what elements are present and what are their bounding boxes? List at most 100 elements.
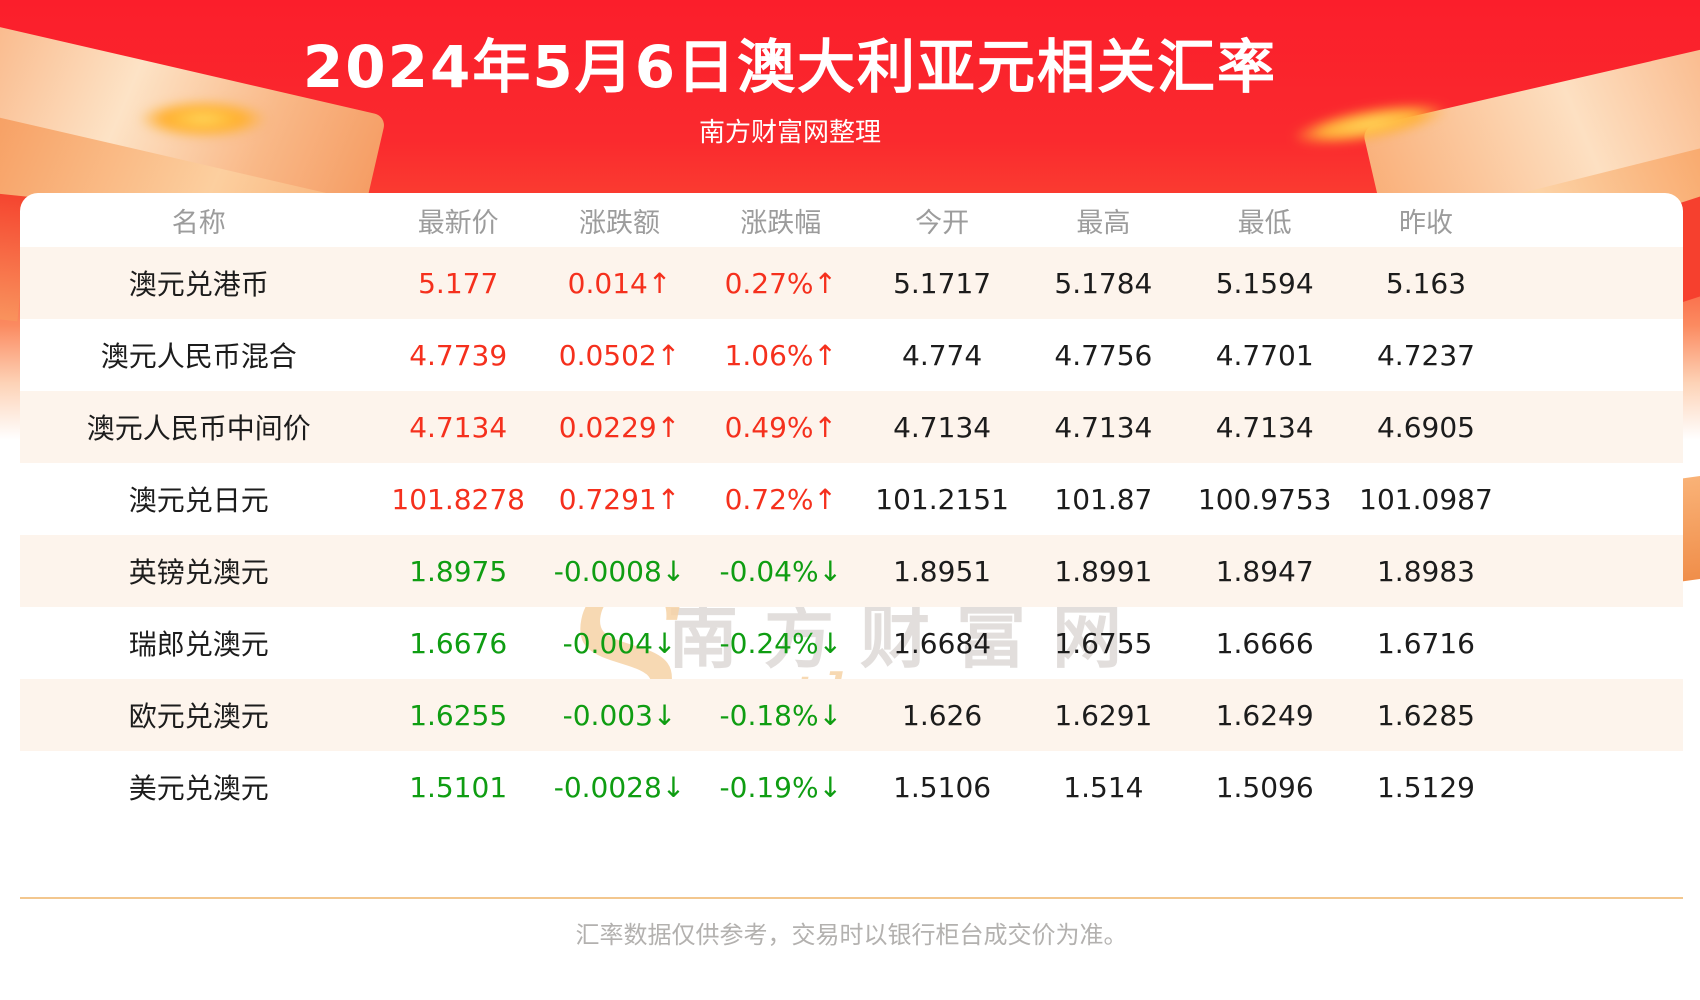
pair-name-cell: 瑞郎兑澳元 xyxy=(128,628,269,661)
value-cell: 0.72%↑ xyxy=(724,482,837,516)
col-header-prev-close: 昨收 xyxy=(1398,207,1453,239)
value-cell: 1.6285 xyxy=(1376,698,1475,732)
table-row: 欧元兑澳元 1.6255 -0.003↓ -0.18%↓ 1.626 1.6291 1.62… xyxy=(20,679,1683,751)
rates-table-body: 澳元兑港币 5.177 0.014↑ 0.27%↑ 5.1717 5.1784 5.1594… xyxy=(20,247,1683,823)
value-cell: 4.7134 xyxy=(893,410,992,444)
value-cell: 4.7756 xyxy=(1054,338,1153,372)
value-cell: 1.6666 xyxy=(1215,626,1314,660)
page-subtitle: 南方财富网整理 xyxy=(698,118,881,148)
value-cell: 1.514 xyxy=(1063,770,1144,804)
value-cell: 4.7739 xyxy=(409,338,508,372)
value-cell: 101.8278 xyxy=(391,482,525,516)
watermark-domain: outhmoney.com xyxy=(691,659,1316,743)
col-header-change-pct: 涨跌幅 xyxy=(740,207,822,239)
value-cell: 4.7134 xyxy=(1054,410,1153,444)
filler-cell xyxy=(1507,463,1683,535)
value-cell: 1.5106 xyxy=(893,770,992,804)
value-cell: 0.0502↑ xyxy=(558,338,681,372)
disclaimer-text: 汇率数据仅供参考，交易时以银行柜台成交价为准。 xyxy=(575,921,1128,949)
value-cell: 101.2151 xyxy=(875,482,1009,516)
page-title: 2024年5月6日澳大利亚元相关汇率 xyxy=(302,33,1278,101)
value-cell: 5.1717 xyxy=(893,266,992,300)
col-header-open: 今开 xyxy=(915,207,970,239)
pair-name-cell: 英镑兑澳元 xyxy=(128,556,269,589)
pair-name-cell: 欧元兑澳元 xyxy=(128,700,269,733)
value-cell: 4.7237 xyxy=(1376,338,1475,372)
value-cell: 0.014↑ xyxy=(567,266,672,300)
value-cell: 5.1784 xyxy=(1054,266,1153,300)
value-cell: -0.24%↓ xyxy=(719,626,843,660)
filler-cell xyxy=(1507,751,1683,823)
value-cell: 0.27%↑ xyxy=(724,266,837,300)
value-cell: 1.6716 xyxy=(1376,626,1475,660)
table-row: 英镑兑澳元 1.8975 -0.0008↓ -0.04%↓ 1.8951 1.8991 1.… xyxy=(20,535,1683,607)
filler-cell xyxy=(1507,607,1683,679)
value-cell: 0.0229↑ xyxy=(558,410,681,444)
value-cell: 4.7701 xyxy=(1215,338,1314,372)
table-row: 澳元人民币中间价 4.7134 0.0229↑ 0.49%↑ 4.7134 4.7134 4… xyxy=(20,391,1683,463)
pair-name-cell: 澳元人民币中间价 xyxy=(86,412,311,445)
value-cell: 1.5101 xyxy=(409,770,508,804)
col-header-high: 最高 xyxy=(1076,207,1131,239)
col-header-filler xyxy=(1507,193,1683,247)
filler-cell xyxy=(1507,319,1683,391)
filler-cell xyxy=(1507,679,1683,751)
pair-name-cell: 美元兑澳元 xyxy=(128,772,269,805)
table-row: 美元兑澳元 1.5101 -0.0028↓ -0.19%↓ 1.5106 1.514 1.5… xyxy=(20,751,1683,823)
value-cell: 1.06%↑ xyxy=(724,338,837,372)
value-cell: 1.8947 xyxy=(1215,554,1314,588)
pair-name-cell: 澳元兑日元 xyxy=(128,484,269,517)
value-cell: 1.5096 xyxy=(1215,770,1314,804)
table-row: 澳元人民币混合 4.7739 0.0502↑ 1.06%↑ 4.774 4.7756 4.7… xyxy=(20,319,1683,391)
value-cell: -0.003↓ xyxy=(562,698,677,732)
value-cell: 4.774 xyxy=(902,338,983,372)
watermark-initial: S xyxy=(558,545,692,772)
value-cell: -0.004↓ xyxy=(562,626,677,660)
value-cell: -0.0028↓ xyxy=(553,770,686,804)
value-cell: 4.7134 xyxy=(1215,410,1314,444)
value-cell: 4.7134 xyxy=(409,410,508,444)
value-cell: 1.6755 xyxy=(1054,626,1153,660)
table-header-row: 名称 最新价 涨跌额 涨跌幅 今开 最高 最低 昨收 xyxy=(20,193,1683,247)
value-cell: -0.0008↓ xyxy=(553,554,686,588)
value-cell: 1.8975 xyxy=(409,554,508,588)
footer-divider xyxy=(20,897,1683,899)
pair-name-cell: 澳元人民币混合 xyxy=(100,340,297,373)
table-row: 瑞郎兑澳元 1.6676 -0.004↓ -0.24%↓ 1.6684 1.6755 1.6… xyxy=(20,607,1683,679)
value-cell: -0.04%↓ xyxy=(719,554,843,588)
filler-cell xyxy=(1507,247,1683,319)
value-cell: 4.6905 xyxy=(1376,410,1475,444)
value-cell: 1.6684 xyxy=(893,626,992,660)
value-cell: 5.1594 xyxy=(1215,266,1314,300)
value-cell: -0.19%↓ xyxy=(719,770,843,804)
value-cell: -0.18%↓ xyxy=(719,698,843,732)
filler-cell xyxy=(1507,535,1683,607)
value-cell: 1.6255 xyxy=(409,698,508,732)
decoration-gold-glow-left xyxy=(138,100,268,138)
value-cell: 1.8983 xyxy=(1376,554,1475,588)
value-cell: 101.0987 xyxy=(1359,482,1493,516)
col-header-latest: 最新价 xyxy=(417,207,499,239)
col-header-name: 名称 xyxy=(171,207,226,239)
value-cell: 5.163 xyxy=(1385,266,1467,300)
pair-name-cell: 澳元兑港币 xyxy=(128,268,269,301)
value-cell: 1.8951 xyxy=(893,554,992,588)
table-row: 澳元兑日元 101.8278 0.7291↑ 0.72%↑ 101.2151 101.87… xyxy=(20,463,1683,535)
value-cell: 100.9753 xyxy=(1197,482,1332,516)
value-cell: 1.6249 xyxy=(1215,698,1314,732)
value-cell: 0.7291↑ xyxy=(558,482,681,516)
value-cell: 0.49%↑ xyxy=(724,410,837,444)
value-cell: 1.6676 xyxy=(409,626,508,660)
watermark-site-name: 南方财富网 xyxy=(668,596,1148,678)
value-cell: 1.6291 xyxy=(1054,698,1153,732)
value-cell: 1.626 xyxy=(902,698,983,732)
value-cell: 1.8991 xyxy=(1054,554,1153,588)
col-header-change: 涨跌额 xyxy=(578,207,660,239)
value-cell: 101.87 xyxy=(1054,482,1153,516)
table-row: 澳元兑港币 5.177 0.014↑ 0.27%↑ 5.1717 5.1784 5.1594… xyxy=(20,247,1683,319)
col-header-low: 最低 xyxy=(1237,207,1292,239)
filler-cell xyxy=(1507,391,1683,463)
value-cell: 1.5129 xyxy=(1376,770,1475,804)
